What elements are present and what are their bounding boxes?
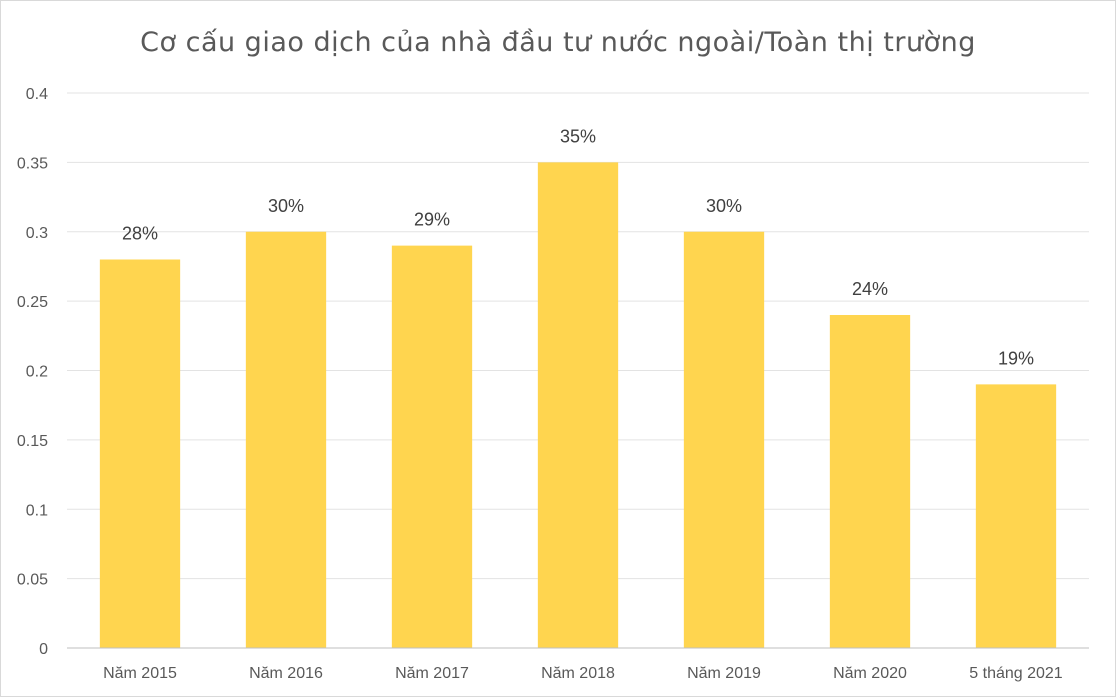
bar — [99, 259, 181, 648]
x-category-label: Năm 2015 — [103, 665, 177, 682]
y-tick-label: 0.15 — [17, 433, 48, 450]
bar — [537, 162, 619, 648]
y-tick-label: 0.4 — [26, 86, 48, 103]
bars — [99, 162, 1057, 648]
data-label: 28% — [122, 224, 158, 244]
chart-title: Cơ cấu giao dịch của nhà đầu tư nước ngo… — [140, 27, 976, 58]
y-tick-label: 0 — [39, 641, 48, 658]
data-labels: 28% 30% 29% 35% 30% 24% 19% — [122, 126, 1034, 368]
bar — [391, 245, 473, 648]
x-category-label: Năm 2017 — [395, 665, 469, 682]
bar — [683, 231, 765, 648]
bar — [245, 231, 327, 648]
data-label: 30% — [268, 196, 304, 216]
x-category-label: Năm 2020 — [833, 665, 907, 682]
data-label: 29% — [414, 210, 450, 230]
y-axis-tick-labels: 0 0.05 0.1 0.15 0.2 0.25 0.3 0.35 0.4 — [17, 86, 48, 658]
y-tick-label: 0.35 — [17, 155, 48, 172]
bar — [975, 384, 1057, 648]
data-label: 24% — [852, 279, 888, 299]
x-category-label: Năm 2018 — [541, 665, 615, 682]
x-axis-category-labels: Năm 2015 Năm 2016 Năm 2017 Năm 2018 Năm 2019… — [103, 665, 1063, 682]
y-tick-label: 0.1 — [26, 502, 48, 519]
bar — [829, 315, 911, 648]
y-tick-label: 0.2 — [26, 364, 48, 381]
data-label: 30% — [706, 196, 742, 216]
y-tick-label: 0.05 — [17, 572, 48, 589]
y-tick-label: 0.25 — [17, 294, 48, 311]
data-label: 19% — [998, 348, 1034, 368]
x-category-label: Năm 2016 — [249, 665, 323, 682]
x-category-label: Năm 2019 — [687, 665, 761, 682]
data-label: 35% — [560, 126, 596, 146]
y-tick-label: 0.3 — [26, 225, 48, 242]
x-category-label: 5 tháng 2021 — [969, 665, 1063, 682]
